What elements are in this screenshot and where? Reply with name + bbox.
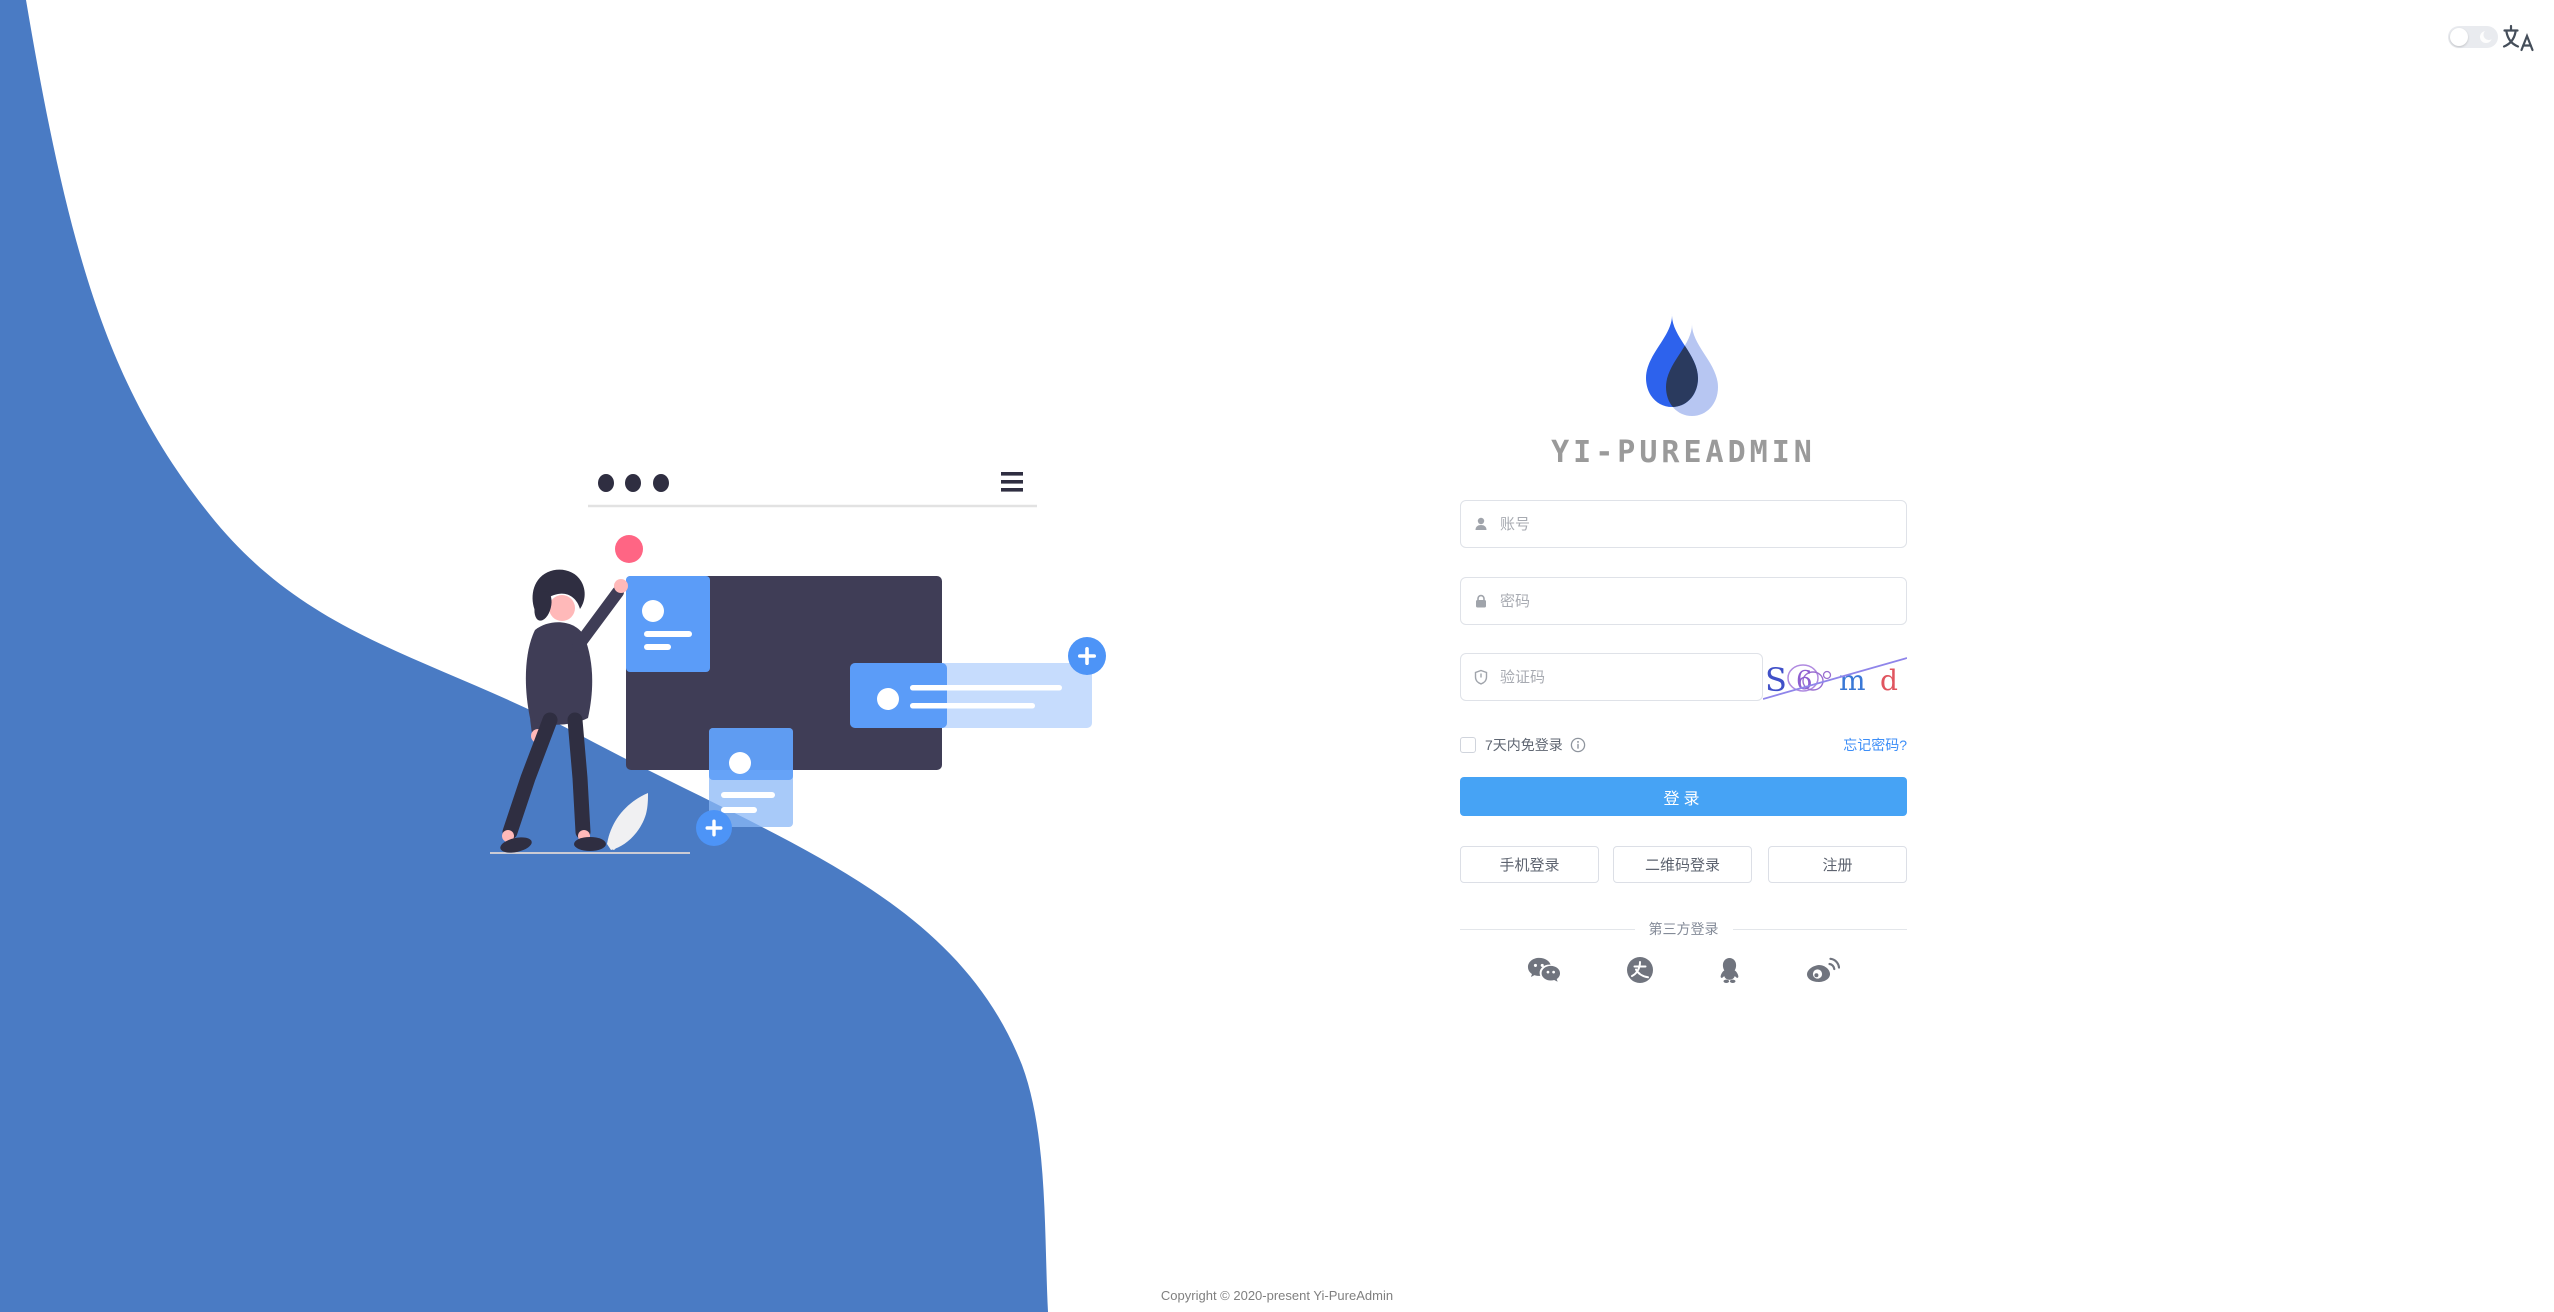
divider-line-right: [1732, 928, 1907, 930]
translate-icon[interactable]: [2502, 24, 2534, 52]
weibo-icon[interactable]: [1806, 957, 1840, 983]
captcha-field-wrapper: [1460, 653, 1763, 701]
logo-drop-icon: [1646, 314, 1718, 416]
login-illustration: [490, 472, 1106, 854]
register-button[interactable]: 注册: [1768, 846, 1907, 883]
card-bottom: [696, 728, 793, 846]
svg-text:d: d: [1880, 664, 1898, 697]
captcha-image[interactable]: S 6 m d: [1763, 653, 1907, 703]
moon-icon: [2480, 30, 2493, 43]
svg-text:S: S: [1765, 661, 1787, 699]
qrcode-login-button[interactable]: 二维码登录: [1613, 846, 1752, 883]
hamburger-icon: [1001, 472, 1023, 492]
card-top: [626, 576, 710, 672]
alipay-icon[interactable]: [1626, 956, 1654, 984]
browser-dots-icon: [598, 474, 669, 492]
person-illustration: [500, 569, 628, 853]
remember-row: 7天内免登录 忘记密码?: [1460, 735, 1907, 755]
login-button[interactable]: 登录: [1460, 777, 1907, 816]
third-party-divider: 第三方登录: [1460, 921, 1907, 937]
remember-label: 7天内免登录: [1485, 737, 1563, 753]
password-field-wrapper: [1460, 577, 1907, 625]
shield-icon: [1474, 669, 1488, 685]
dark-mode-toggle[interactable]: [2448, 26, 2498, 48]
wechat-icon[interactable]: [1527, 956, 1561, 984]
qq-icon[interactable]: [1718, 957, 1741, 984]
card-right: [850, 637, 1106, 728]
panel: [626, 576, 942, 770]
lock-icon: [1476, 594, 1486, 608]
page-title: YI-PUREADMIN: [1551, 435, 1816, 470]
svg-text:m: m: [1839, 664, 1866, 697]
divider-line-left: [1460, 928, 1635, 930]
social-login-row: [1460, 955, 1907, 985]
captcha-input[interactable]: [1498, 667, 1750, 687]
account-field-wrapper: [1460, 500, 1907, 548]
divider-label: 第三方登录: [1648, 921, 1719, 937]
toggle-knob: [2450, 28, 2468, 46]
pink-dot: [615, 535, 643, 563]
copyright-text: Copyright © 2020-present Yi-PureAdmin: [1160, 1288, 1394, 1303]
phone-login-button[interactable]: 手机登录: [1460, 846, 1599, 883]
password-input[interactable]: [1498, 591, 1894, 611]
leaf: [607, 793, 648, 850]
user-icon: [1475, 517, 1487, 530]
info-icon[interactable]: [1570, 737, 1586, 753]
remember-checkbox[interactable]: [1460, 737, 1476, 753]
forgot-password-link[interactable]: 忘记密码?: [1843, 737, 1907, 753]
svg-text:6: 6: [1796, 666, 1813, 696]
account-input[interactable]: [1498, 514, 1894, 534]
